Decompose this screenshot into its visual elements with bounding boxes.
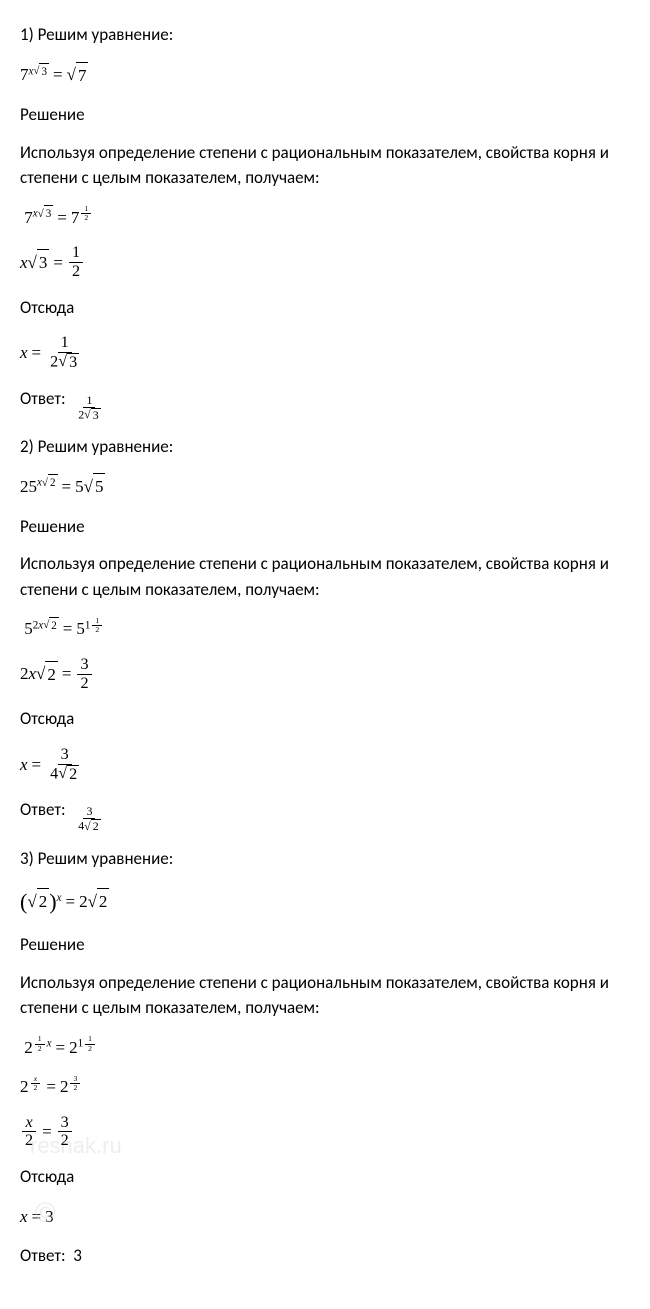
problem2-step1: 52x√2 = 5112 — [20, 616, 630, 642]
problem2-answer-line: Ответ: 34√2 — [20, 797, 630, 833]
p1-base: 7 — [20, 62, 29, 88]
problem1-step1: 7x√3 = 712 — [20, 205, 630, 231]
problem2-step2: 2x√2 = 32 — [20, 656, 630, 693]
problem2-equation: 25x√2 = 5√5 — [20, 473, 630, 500]
problem1-equation: 7x√3 = √7 — [20, 62, 630, 89]
problem3-equation: (√2)x = 2√2 — [20, 885, 630, 918]
problem1-solution-label: Решение — [20, 102, 630, 128]
problem2-hence: Отсюда — [20, 706, 630, 732]
problem2-solution-label: Решение — [20, 514, 630, 540]
problem1-step2: x√3 = 12 — [20, 244, 630, 281]
problem1-answer-line: Ответ: 12√3 — [20, 386, 630, 422]
p1-answer-label: Ответ: — [20, 388, 66, 409]
copyright-icon: © — [35, 1192, 56, 1234]
problem1-hence: Отсюда — [20, 295, 630, 321]
problem2-explanation: Используя определение степени с рационал… — [20, 551, 630, 602]
problem3-result: © x = 3 — [20, 1204, 630, 1230]
problem3-answer-line: Ответ: 3 — [20, 1243, 630, 1269]
problem1-result: x = 12√3 — [20, 334, 630, 372]
problem3-solution-label: Решение — [20, 932, 630, 958]
problem3-step2: 2x2 = 232 — [20, 1074, 630, 1100]
problem3-title: 3) Решим уравнение: — [20, 846, 630, 872]
p2-answer-label: Ответ: — [20, 799, 66, 820]
problem3-step1: 212x = 2112 — [20, 1035, 630, 1061]
problem1-explanation: Используя определение степени с рационал… — [20, 140, 630, 191]
problem3-hence: Отсюда — [20, 1164, 630, 1190]
problem2-result: x = 34√2 — [20, 746, 630, 784]
problem3-explanation: Используя определение степени с рационал… — [20, 970, 630, 1021]
problem3-step3: x2 = 32 reshak.ru — [20, 1114, 630, 1151]
problem2-title: 2) Решим уравнение: — [20, 434, 630, 460]
problem1-title: 1) Решим уравнение: — [20, 22, 630, 48]
p3-answer-label: Ответ: — [20, 1245, 66, 1266]
